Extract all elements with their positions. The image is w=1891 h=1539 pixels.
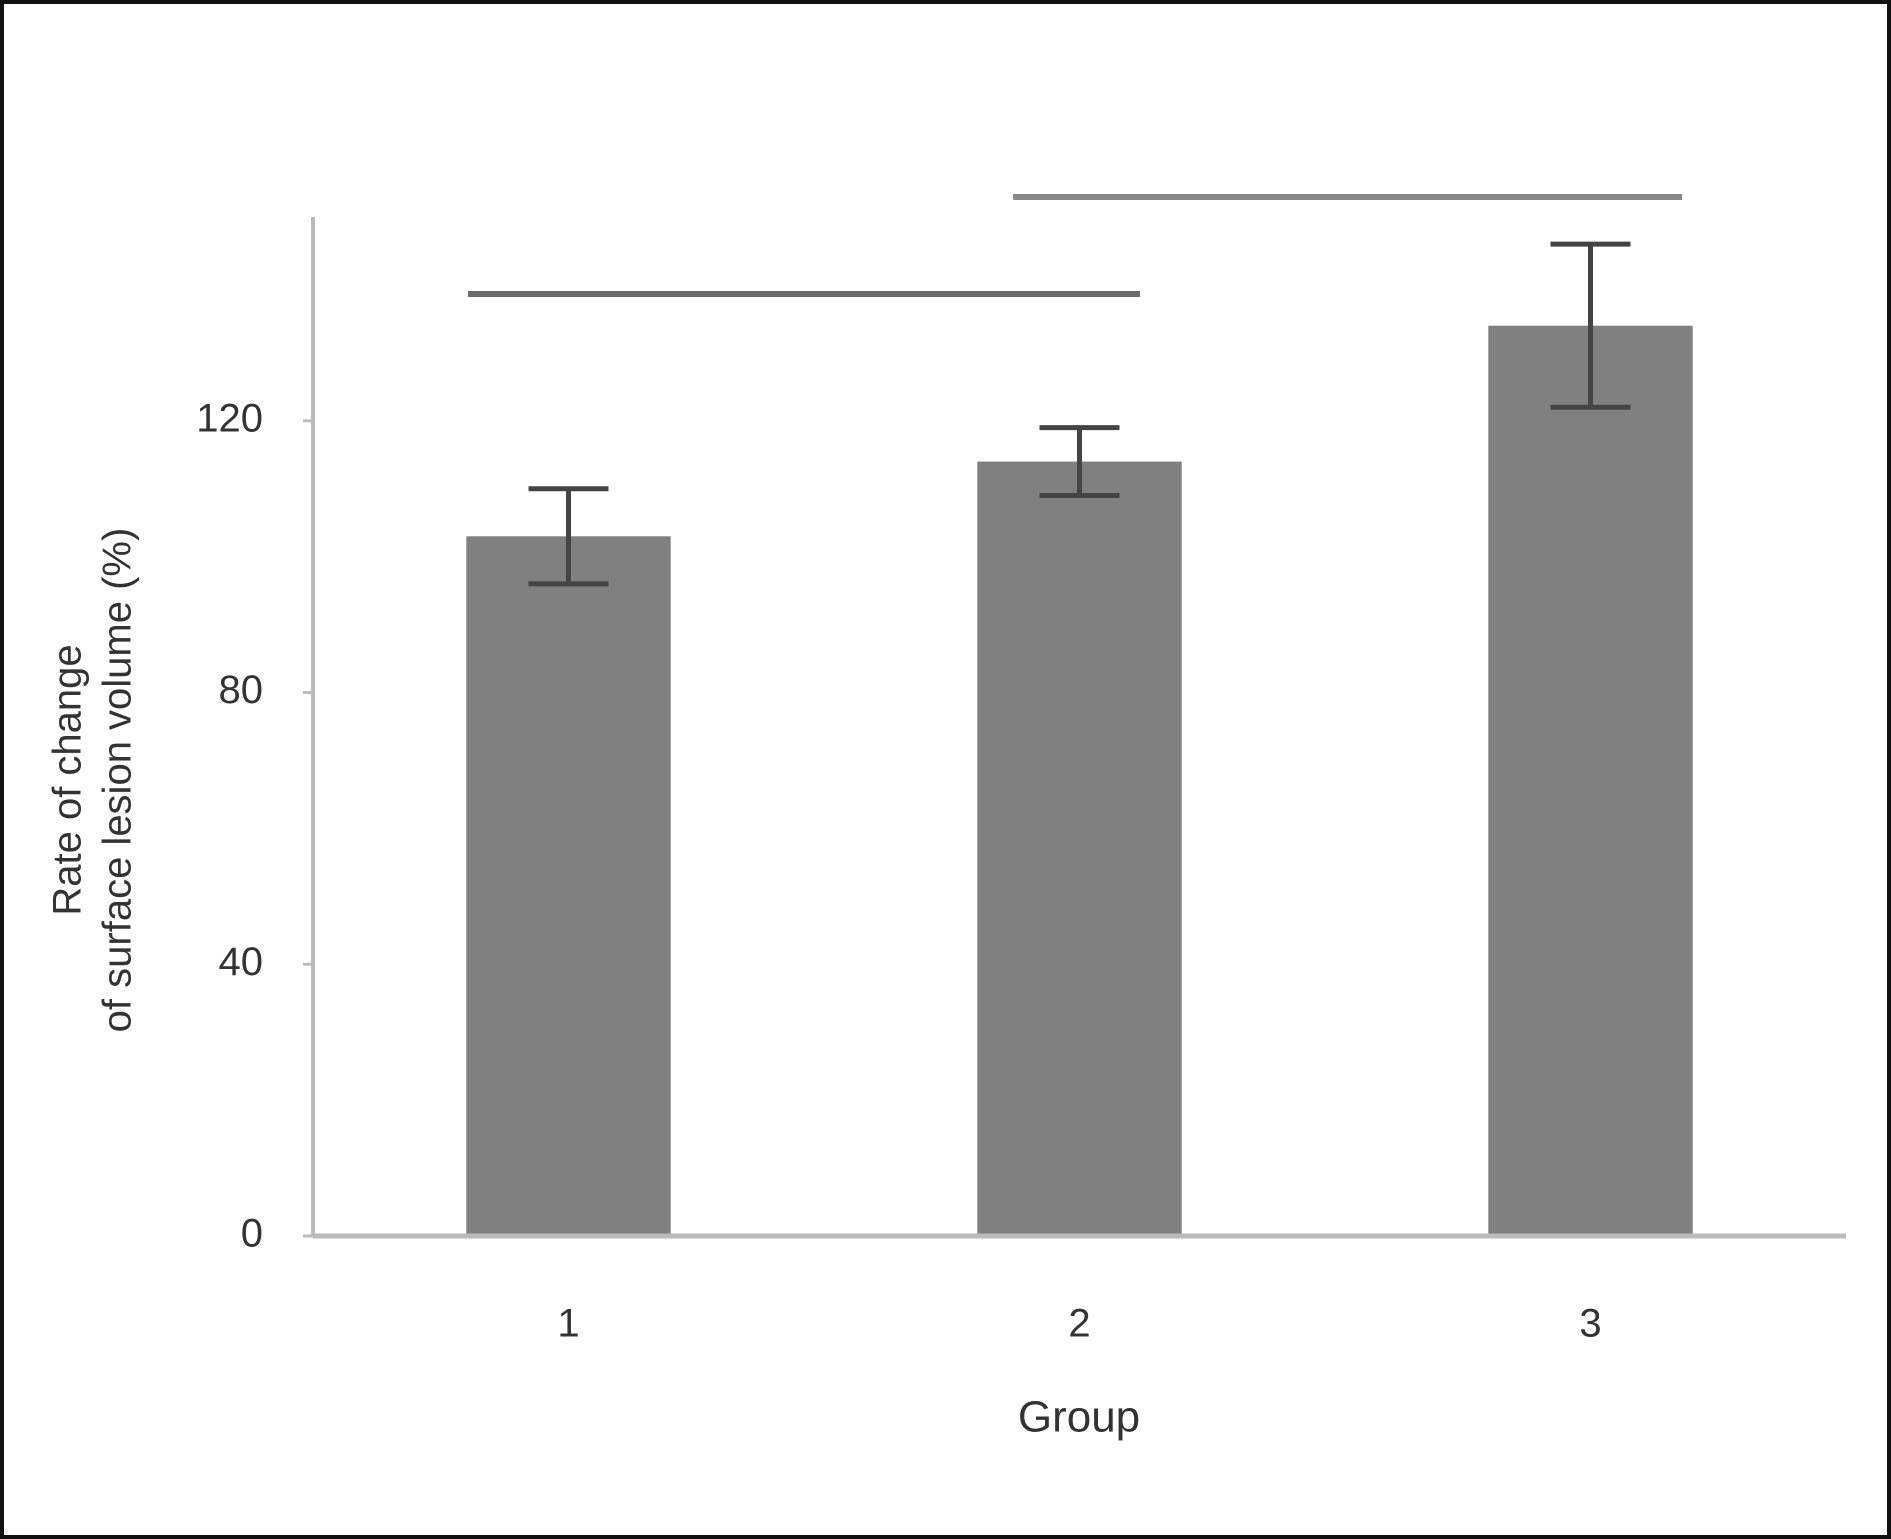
y-axis-label-line: Rate of change: [46, 644, 90, 915]
bar: [977, 461, 1182, 1236]
y-tick-label: 120: [196, 396, 263, 440]
x-tick-label: 2: [1068, 1302, 1090, 1346]
y-tick-label: 0: [241, 1212, 263, 1256]
x-tick-label: 3: [1579, 1302, 1601, 1346]
y-tick-label: 80: [219, 668, 264, 712]
y-tick-label: 40: [219, 940, 264, 984]
bar: [1488, 325, 1693, 1236]
bar: [466, 536, 671, 1236]
y-axis-label-line: of surface lesion volume (%): [96, 528, 140, 1033]
y-axis-label: Rate of change of surface lesion volume …: [46, 528, 140, 1033]
x-tick-label: 1: [557, 1302, 579, 1346]
x-axis-label: Group: [1018, 1393, 1140, 1442]
